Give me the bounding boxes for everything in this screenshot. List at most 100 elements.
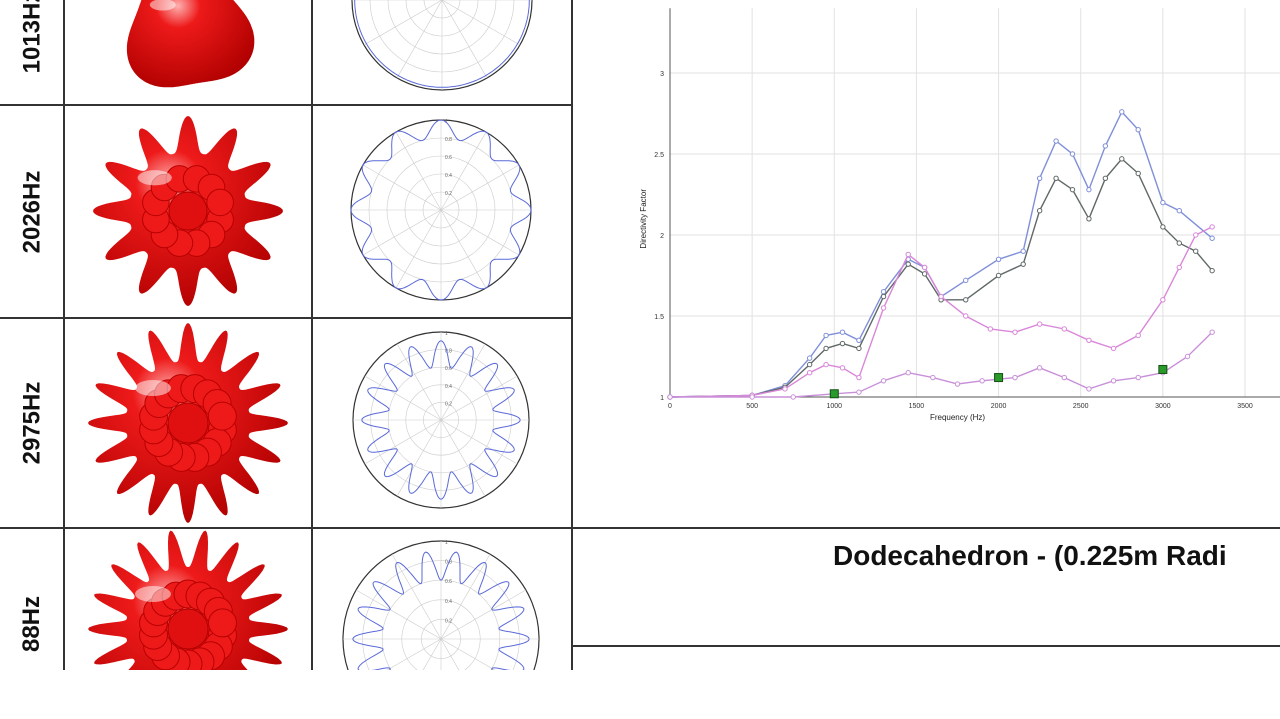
freq-label-text: 2975Hz bbox=[18, 381, 46, 465]
polar-plot-3: 0.2 0.4 0.6 0.8 1 bbox=[352, 331, 530, 509]
series-point-2 bbox=[1209, 267, 1215, 274]
series-point-2 bbox=[963, 297, 969, 303]
polar-grid-spoke bbox=[364, 419, 442, 465]
polar-grid-spoke bbox=[440, 164, 520, 211]
series-point-1 bbox=[1119, 109, 1125, 115]
polar-cell-3: 0.2 0.4 0.6 0.8 1 bbox=[313, 319, 571, 527]
polar-grid-spoke bbox=[396, 0, 443, 79]
balloon-lobe bbox=[206, 188, 234, 217]
balloon-lobe bbox=[207, 608, 237, 638]
polar-tick-label: 0.6 bbox=[445, 579, 452, 585]
polar-grid-spoke bbox=[395, 131, 442, 211]
freq-label-text: 1013Hz bbox=[18, 0, 46, 74]
shape-cell-2 bbox=[65, 106, 311, 317]
balloon-center bbox=[167, 402, 209, 444]
series-point-3 bbox=[1160, 297, 1166, 303]
table-hline-4 bbox=[572, 645, 1280, 647]
y-tick-label: 1 bbox=[660, 395, 664, 402]
polar-grid-spoke bbox=[396, 419, 442, 497]
series-point-3 bbox=[1135, 332, 1141, 339]
freq-label-text: 88Hz bbox=[18, 595, 45, 653]
polar-pattern bbox=[350, 119, 532, 301]
series-point-3 bbox=[1110, 345, 1117, 352]
series-point-1 bbox=[806, 355, 813, 361]
polar-tick-label: 1 bbox=[445, 331, 448, 337]
x-tick-label: 3500 bbox=[1237, 403, 1253, 410]
series-point-4 bbox=[1086, 386, 1092, 392]
table-vline-left bbox=[63, 0, 65, 670]
series-point-2 bbox=[1086, 216, 1092, 222]
y-tick-label: 3 bbox=[660, 71, 664, 78]
series-point-2 bbox=[1102, 175, 1109, 182]
row-label-4: 88Hz bbox=[0, 529, 64, 719]
series-point-1 bbox=[995, 256, 1002, 262]
polar-cell-1: 0.20.40.60.81 bbox=[313, 0, 571, 104]
series-point-3 bbox=[823, 361, 829, 368]
series-point-4 bbox=[1110, 378, 1117, 384]
polar-grid-spoke bbox=[441, 0, 521, 46]
x-tick-label: 2000 bbox=[991, 403, 1007, 410]
series-point-3 bbox=[1209, 224, 1215, 230]
polar-grid-spoke bbox=[440, 209, 520, 256]
polar-tick-label: 0.8 bbox=[445, 137, 452, 143]
polar-grid-spoke bbox=[440, 343, 486, 421]
table-hline-1 bbox=[0, 104, 572, 106]
y-tick-label: 2 bbox=[660, 233, 664, 240]
freq-label-text: 2026Hz bbox=[18, 170, 46, 253]
polar-grid-spoke bbox=[440, 419, 486, 497]
polar-tick-label: 0.2 bbox=[445, 618, 452, 624]
polar-grid-spoke bbox=[440, 375, 518, 421]
balloon-highlight bbox=[137, 170, 172, 186]
polar-tick-label: 1 bbox=[445, 540, 448, 546]
series-point-4 bbox=[1036, 365, 1043, 371]
series-point-2 bbox=[995, 272, 1002, 279]
balloon-highlight bbox=[135, 586, 171, 602]
series-point-3 bbox=[880, 305, 887, 311]
green-marker bbox=[994, 373, 1004, 383]
series-point-1 bbox=[839, 329, 846, 335]
series-line-2 bbox=[669, 157, 1213, 398]
polar-grid-spoke bbox=[364, 375, 442, 421]
series-point-1 bbox=[1086, 186, 1092, 193]
polar-grid-spoke bbox=[396, 343, 442, 421]
shape-cell-4 bbox=[65, 529, 311, 670]
series-line-4 bbox=[670, 331, 1213, 398]
balloon-center bbox=[168, 191, 208, 231]
x-tick-label: 3000 bbox=[1155, 403, 1171, 410]
series-point-3 bbox=[905, 251, 911, 258]
polar-plot-2: 0.20.40.60.81 bbox=[350, 119, 532, 301]
series-point-4 bbox=[790, 394, 796, 400]
series-point-2 bbox=[1069, 186, 1076, 193]
series-point-3 bbox=[1061, 326, 1067, 332]
series-point-4 bbox=[905, 370, 911, 376]
polar-grid-spoke bbox=[363, 0, 443, 46]
polar-grid-spoke bbox=[441, 0, 488, 79]
y-tick-label: 2.5 bbox=[654, 152, 664, 159]
series-point-1 bbox=[1053, 138, 1059, 144]
polar-tick-label: 0.2 bbox=[445, 401, 452, 407]
series-point-3 bbox=[1012, 329, 1018, 335]
y-axis-label: Directivity Factor bbox=[639, 189, 648, 249]
series-point-2 bbox=[1193, 248, 1199, 254]
series-line-1 bbox=[669, 110, 1213, 398]
x-axis-label: Frequency (Hz) bbox=[930, 413, 985, 422]
series-point-3 bbox=[987, 326, 994, 332]
series-point-2 bbox=[806, 361, 813, 368]
directivity-factor-chart: 0 500 1000 1500 2000 2500 3000 3500 1 1.5 2 2.5 3 Fre… bbox=[639, 8, 1280, 422]
polar-tick-label: 0.2 bbox=[445, 191, 452, 197]
series-point-1 bbox=[1160, 199, 1166, 206]
polar-grid-spoke bbox=[440, 589, 527, 640]
green-marker bbox=[1158, 364, 1168, 374]
x-tick-label: 0 bbox=[668, 403, 672, 410]
series-point-1 bbox=[1209, 235, 1215, 241]
polar-tick-label: 0.6 bbox=[445, 155, 452, 161]
series-point-3 bbox=[856, 374, 862, 381]
series-line-3 bbox=[669, 226, 1213, 398]
polar-plot-4: 0.20.40.60.81 bbox=[342, 540, 540, 670]
balloon-lobe bbox=[207, 401, 237, 431]
series-point-4 bbox=[856, 389, 862, 395]
series-point-2 bbox=[1119, 156, 1125, 162]
shape-cell-3 bbox=[65, 319, 311, 527]
polar-pattern bbox=[354, 0, 530, 88]
polar-tick-label: 0.6 bbox=[445, 366, 452, 372]
